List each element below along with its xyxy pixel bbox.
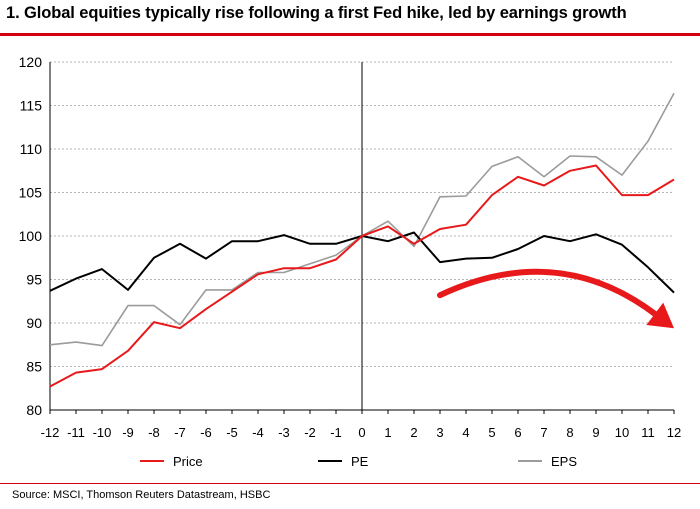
- x-tick-label: 0: [358, 425, 365, 440]
- y-tick-label: 100: [19, 228, 43, 244]
- series-line-price: [49, 164, 675, 388]
- x-tick-label: -10: [93, 425, 112, 440]
- chart-title: 1. Global equities typically rise follow…: [6, 4, 627, 22]
- legend-label-pe: PE: [351, 454, 369, 469]
- legend-label-price: Price: [173, 454, 203, 469]
- y-tick-label: 95: [26, 272, 42, 288]
- y-tick-label: 80: [26, 402, 42, 418]
- x-tick-label: -2: [304, 425, 316, 440]
- x-tick-label: -3: [278, 425, 290, 440]
- x-tick-label: 9: [592, 425, 599, 440]
- y-tick-label: 90: [26, 315, 42, 331]
- y-tick-label: 105: [19, 185, 43, 201]
- x-tick-label: -4: [252, 425, 264, 440]
- y-tick-label: 120: [19, 54, 43, 70]
- y-tick-label: 110: [20, 141, 43, 157]
- x-tick-label: -6: [200, 425, 212, 440]
- x-tick-label: 8: [566, 425, 573, 440]
- y-tick-label: 115: [20, 98, 43, 114]
- title-rule: [0, 33, 700, 36]
- x-tick-label: 10: [615, 425, 629, 440]
- annotation-arrow-shaft: [437, 268, 658, 317]
- x-tick-label: -1: [330, 425, 342, 440]
- x-tick-label: 1: [384, 425, 391, 440]
- source-rule: [0, 483, 700, 484]
- x-tick-label: 2: [410, 425, 417, 440]
- x-tick-label: 6: [514, 425, 521, 440]
- y-tick-label: 85: [26, 359, 42, 375]
- chart-source: Source: MSCI, Thomson Reuters Datastream…: [12, 489, 271, 501]
- annotation-arrow-head: [646, 302, 674, 329]
- x-tick-label: -5: [226, 425, 238, 440]
- x-tick-label: 3: [436, 425, 443, 440]
- x-tick-label: -7: [174, 425, 186, 440]
- x-tick-label: 4: [462, 425, 469, 440]
- x-tick-label: -11: [67, 425, 85, 440]
- x-tick-label: 12: [667, 425, 681, 440]
- x-tick-label: 11: [641, 425, 655, 440]
- x-tick-label: 7: [540, 425, 547, 440]
- legend-label-eps: EPS: [551, 454, 577, 469]
- x-tick-label: -8: [148, 425, 160, 440]
- x-tick-label: 5: [488, 425, 495, 440]
- x-tick-label: -9: [122, 425, 134, 440]
- x-tick-label: -12: [41, 425, 60, 440]
